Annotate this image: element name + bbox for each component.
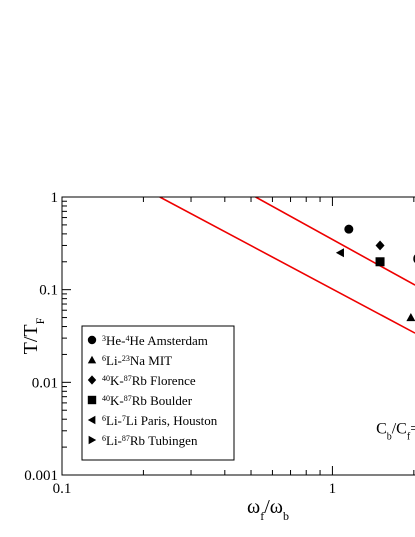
legend-marker-triangle-left [87,415,96,425]
data-point-circle [344,224,354,234]
data-point-diamond [375,240,385,251]
x-axis-label: ωf/ωb [247,496,289,523]
legend-marker-triangle-right [88,435,97,445]
fit-line-1 [159,197,415,334]
legend-entry-label: 40K-87Rb Boulder [102,393,193,408]
legend-entry-label: 6Li-87Rb Tubingen [102,433,198,448]
legend-entry-label: 40K-87Rb Florence [102,373,196,388]
y-tick-label: 1 [51,190,59,206]
legend-marker-triangle-up [87,355,97,364]
plot-frame [61,196,415,476]
y-tick-label: 0.001 [24,468,58,484]
y-axis-label: T/TF [20,317,47,354]
axis-ticks: 0.1 1 1 0.1 0.01 0.001 [24,190,415,497]
fit-lines [159,197,415,334]
legend-entry-label: 3He-4He Amsterdam [102,333,208,348]
fit-line-2 [255,197,415,286]
legend-marker-circle [87,335,97,345]
annotation-1: Cb/Cf= [376,421,415,443]
data-point-triangle-up [406,313,415,322]
x-tick-label: 1 [329,481,337,497]
legend-marker-square [87,395,97,405]
data-point-triangle-left [335,248,344,258]
data-points [335,224,415,322]
x-tick-label: 0.1 [53,481,72,497]
legend-entry-label: 6Li-23Na MIT [102,353,172,368]
annotation-2: C [413,251,415,268]
legend-marker-diamond [87,375,97,385]
legend: 3He-4He Amsterdam 6Li-23Na MIT 40K-87Rb Fl… [81,325,235,461]
y-tick-label: 0.01 [32,375,58,391]
data-point-square [375,257,385,267]
y-tick-label: 0.1 [39,283,58,299]
annotations: Cb/Cf= C [376,251,415,442]
legend-box [81,325,235,461]
legend-entry-label: 6Li-7Li Paris, Houston [102,413,218,428]
